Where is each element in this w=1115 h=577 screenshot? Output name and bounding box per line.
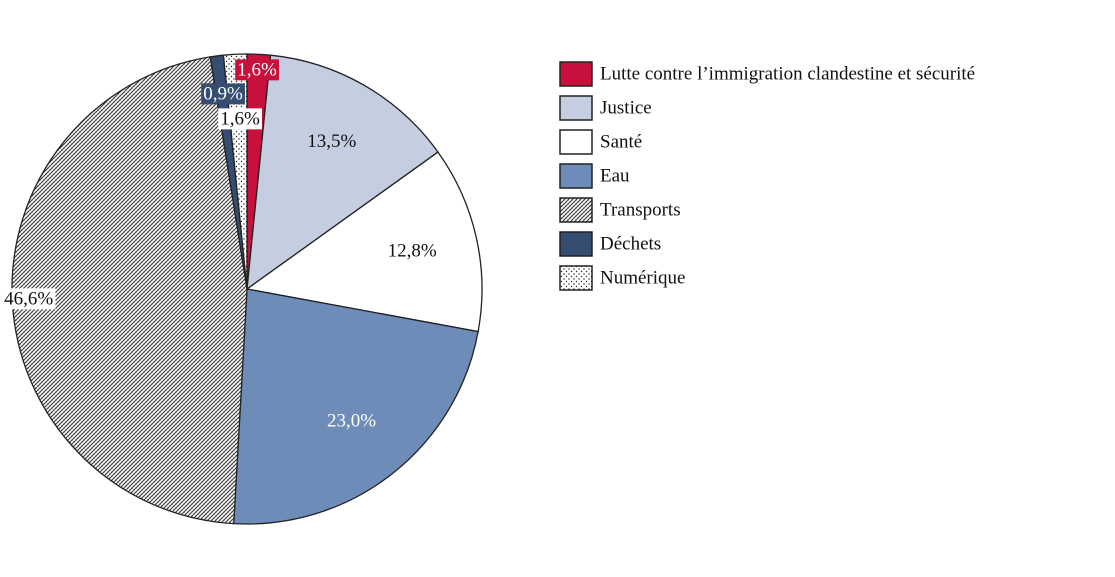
slice-label: 1,6% — [220, 108, 260, 129]
legend-swatch — [559, 265, 593, 291]
slice-label-group: 0,9% — [201, 83, 245, 105]
legend-swatch — [559, 61, 593, 87]
slice-label: 1,6% — [237, 59, 277, 80]
slice-label: 12,8% — [388, 240, 437, 261]
slice-label-group: 1,6% — [235, 59, 279, 81]
pie-slice — [233, 288, 479, 525]
slice-label: 13,5% — [307, 131, 356, 152]
legend-swatch — [559, 95, 593, 121]
slice-label-group: 12,8% — [388, 240, 437, 261]
legend-label: Transports — [600, 199, 681, 220]
legend-swatch — [559, 129, 593, 155]
slice-label-group: 46,6% — [2, 288, 56, 310]
slice-label: 0,9% — [203, 83, 243, 104]
legend-label: Justice — [600, 97, 652, 118]
legend-label: Numérique — [600, 267, 685, 288]
legend-label: Santé — [600, 131, 642, 152]
slice-label-group: 13,5% — [307, 131, 356, 152]
legend-swatch — [559, 197, 593, 223]
slice-label: 46,6% — [4, 288, 53, 309]
pie-slice — [245, 151, 483, 333]
label-background — [2, 288, 56, 310]
legend-label: Déchets — [600, 233, 661, 254]
label-background — [201, 83, 245, 105]
legend-swatch — [559, 231, 593, 257]
legend-label: Eau — [600, 165, 630, 186]
slice-label: 23,0% — [327, 410, 376, 431]
pie-slice — [246, 54, 439, 291]
label-background — [235, 59, 279, 81]
legend-label: Lutte contre l’immigration clandestine e… — [600, 63, 975, 84]
slice-label-group: 23,0% — [327, 410, 376, 431]
legend-swatch — [559, 163, 593, 189]
slice-label-group: 1,6% — [218, 108, 262, 130]
label-background — [218, 108, 262, 130]
